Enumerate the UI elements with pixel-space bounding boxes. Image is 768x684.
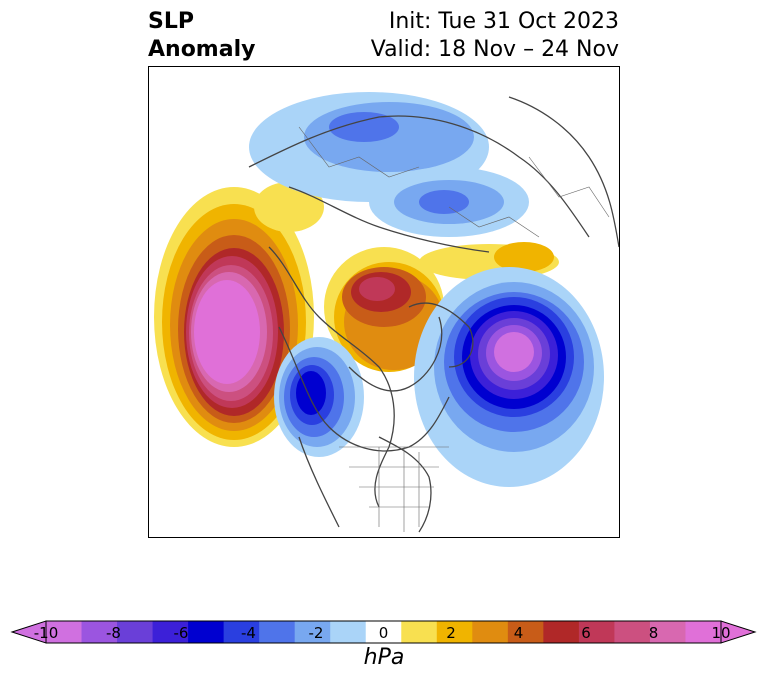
colorbar-tick-label: -2 [308,624,324,642]
colorbar-unit: hPa [363,645,405,670]
colorbar-cell [81,621,118,643]
colorbar [10,620,757,644]
colorbar-tick-label: -4 [241,624,256,642]
colorbar-cell [223,621,260,643]
colorbar-cell [117,621,154,643]
colorbar-cell [152,621,189,643]
colorbar-cell [330,621,367,643]
colorbar-tick-label: 0 [378,624,389,642]
colorbar-tick-label: 4 [513,624,524,642]
title-line-2: Anomaly [148,37,256,62]
colorbar-cell [365,621,402,643]
colorbar-cell [507,621,544,643]
colorbar-cell [259,621,296,643]
colorbar-cell [472,621,509,643]
colorbar-cell [614,621,651,643]
colorbar-cell [578,621,615,643]
colorbar-cell [46,621,83,643]
valid-range: Valid: 18 Nov – 24 Nov [370,37,619,62]
colorbar-cell [436,621,473,643]
colorbar-tick-label: -10 [33,624,59,642]
init-date: Init: Tue 31 Oct 2023 [388,9,619,34]
colorbar-cell [685,621,722,643]
title-line-1: SLP [148,9,194,34]
colorbar-tick-label: -8 [106,624,121,642]
colorbar-cell [294,621,331,643]
colorbar-tick-label: 10 [711,624,731,642]
colorbar-cell [543,621,580,643]
map-title: SLP Anomaly [148,8,255,64]
arctic-high [254,182,559,372]
colorbar-cell [401,621,438,643]
colorbar-tick-label: 2 [446,624,456,642]
political-borders [298,126,610,532]
colorbar-tick-label: 8 [648,624,659,642]
western-na-low [274,337,364,457]
colorbar-cell [188,621,225,643]
pacific-ridge [154,187,314,447]
anomaly-map [154,92,619,533]
eurasia-low [249,92,529,237]
colorbar-tick-label: -6 [173,624,189,642]
coastlines [248,96,619,533]
colorbar-cell [649,621,686,643]
forecast-info: Init: Tue 31 Oct 2023 Valid: 18 Nov – 24… [371,8,619,64]
colorbar-tick-label: 6 [581,624,591,642]
atlantic-low [414,267,604,487]
map-panel [148,66,620,538]
